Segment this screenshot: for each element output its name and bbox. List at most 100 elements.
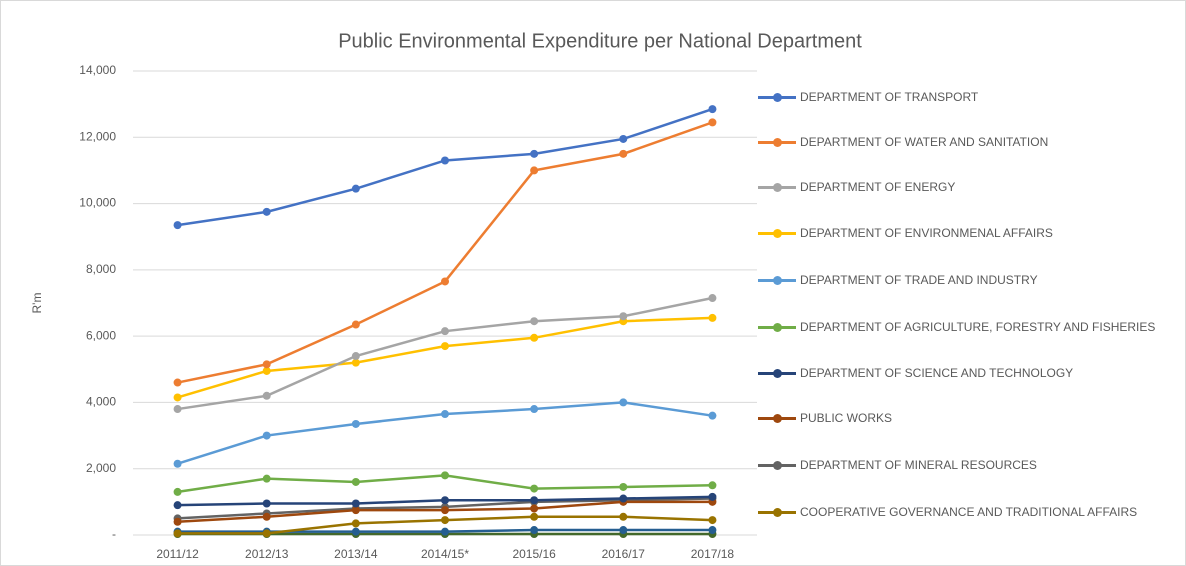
data-point [173,393,182,402]
y-tick-label: 14,000 [79,63,116,77]
y-tick-label: - [112,527,116,541]
data-point [441,516,449,525]
legend-entry: DEPARTMENT OF WATER AND SANITATION [758,134,1178,150]
data-point [708,313,717,322]
x-tick-label: 2011/12 [156,547,199,561]
data-point [351,506,360,515]
data-point [708,481,717,490]
data-point [619,512,628,521]
legend-label: DEPARTMENT OF AGRICULTURE, FORESTRY AND … [800,320,1156,334]
legend-swatch [758,410,796,426]
x-tick-label: 2012/13 [245,547,289,561]
data-point [173,405,182,414]
data-point [173,378,182,387]
legend-swatch [758,365,796,381]
data-point [530,166,539,175]
data-point [441,342,449,351]
legend-entry: PUBLIC WORKS [758,410,1178,426]
legend-entry: DEPARTMENT OF MINERAL RESOURCES [758,457,1178,473]
legend-swatch [758,272,796,288]
data-point [173,517,182,526]
data-point [441,327,449,336]
data-point [619,494,628,503]
data-point [619,134,628,143]
legend-entry: DEPARTMENT OF ENERGY [758,179,1178,195]
data-point [441,506,449,515]
x-tick-label: 2017/18 [691,547,735,561]
legend-entry: DEPARTMENT OF TRADE AND INDUSTRY [758,272,1178,288]
data-point [262,431,271,440]
data-point [262,512,271,521]
data-point [441,496,449,505]
legend-swatch [758,134,796,150]
y-tick-label: 2,000 [86,461,116,475]
y-tick-label: 6,000 [86,328,116,342]
data-point [530,149,539,158]
data-point [708,118,717,127]
data-point [530,526,539,535]
legend-label: DEPARTMENT OF TRANSPORT [800,90,979,104]
data-point [441,471,449,480]
data-point [619,482,628,491]
legend-label: DEPARTMENT OF SCIENCE AND TECHNOLOGY [800,366,1074,380]
data-point [619,312,628,321]
data-point [708,516,717,525]
data-point [351,499,360,508]
data-point [441,156,449,165]
y-tick-label: 10,000 [79,196,116,210]
data-point [173,487,182,496]
data-point [351,419,360,428]
data-point [708,294,717,303]
legend-entry: COOPERATIVE GOVERNANCE AND TRADITIONAL A… [758,504,1178,520]
data-point [262,366,271,375]
data-point [173,529,182,538]
data-point [351,352,360,361]
legend-label: DEPARTMENT OF TRADE AND INDUSTRY [800,273,1038,287]
data-point [708,105,717,114]
data-point [173,221,182,230]
legend-label: PUBLIC WORKS [800,411,893,425]
legend-entry: DEPARTMENT OF SCIENCE AND TECHNOLOGY [758,365,1178,381]
data-point [530,484,539,493]
y-tick-label: 8,000 [86,262,116,276]
data-point [530,333,539,342]
legend-entry: DEPARTMENT OF ENVIRONMENAL AFFAIRS [758,225,1178,241]
legend-label: DEPARTMENT OF ENERGY [800,180,956,194]
data-point [262,529,271,538]
data-point [530,317,539,326]
data-point [262,360,271,369]
x-tick-label: 2015/16 [512,547,556,561]
data-point [173,501,182,510]
legend-label: COOPERATIVE GOVERNANCE AND TRADITIONAL A… [800,505,1138,519]
data-point [530,405,539,414]
legend-swatch [758,89,796,105]
data-point [708,411,717,420]
y-axis-label: R'm [30,293,44,314]
data-point [708,492,717,501]
data-point [351,519,360,528]
legend-label: DEPARTMENT OF ENVIRONMENAL AFFAIRS [800,226,1053,240]
data-point [530,496,539,505]
data-point [351,527,360,536]
y-tick-label: 12,000 [79,129,116,143]
data-point [619,526,628,535]
series-line [177,296,713,411]
series-line [177,107,713,227]
data-point [351,477,360,486]
data-point [530,512,539,521]
data-point [441,527,449,536]
legend-swatch [758,179,796,195]
legend-swatch [758,457,796,473]
y-tick-label: 4,000 [86,395,116,409]
data-point [708,526,717,535]
legend-label: DEPARTMENT OF WATER AND SANITATION [800,135,1049,149]
x-tick-label: 2013/14 [334,547,378,561]
legend-swatch [758,319,796,335]
data-point [530,504,539,513]
data-point [619,149,628,158]
x-tick-label: 2014/15* [421,547,469,561]
data-point [262,474,271,483]
data-point [619,398,628,407]
data-point [351,358,360,367]
